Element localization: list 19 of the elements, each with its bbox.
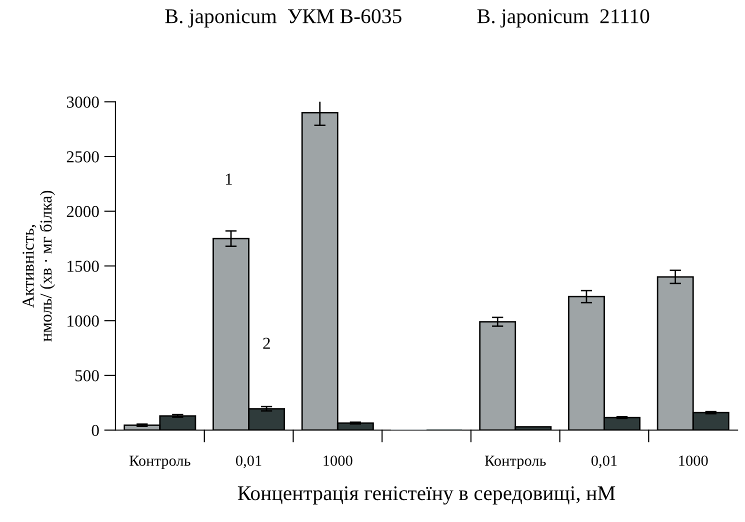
- y-tick-label: 500: [75, 370, 99, 382]
- y-axis-title: Активність, нмоль/ (хв · мг білка): [22, 190, 56, 342]
- text: B. japonicum 21110: [477, 9, 650, 28]
- x-axis-title: Концентрація геністеїну в середовищі, нМ: [238, 486, 616, 505]
- annotation: 1: [226, 174, 232, 185]
- x-tick-label: Контроль: [484, 456, 546, 469]
- y-tick-label: 3000: [66, 96, 99, 108]
- y-tick-label: 1500: [68, 260, 99, 272]
- y-tick-label: 1000: [68, 315, 99, 327]
- y-tick-label: 2000: [66, 206, 99, 218]
- x-tick-label: 0,01: [236, 456, 262, 468]
- x-tick-label: 1000: [324, 456, 352, 466]
- y-tick-label: 2500: [66, 151, 99, 162]
- x-tick-label: 0,01: [591, 456, 617, 468]
- annotation: 2: [263, 338, 270, 349]
- text: B. japonicum УКМ B-6035: [165, 9, 402, 28]
- x-tick-label: Контроль: [129, 456, 190, 469]
- y-tick-label: 0: [92, 424, 99, 436]
- x-tick-label: 1000: [679, 456, 708, 466]
